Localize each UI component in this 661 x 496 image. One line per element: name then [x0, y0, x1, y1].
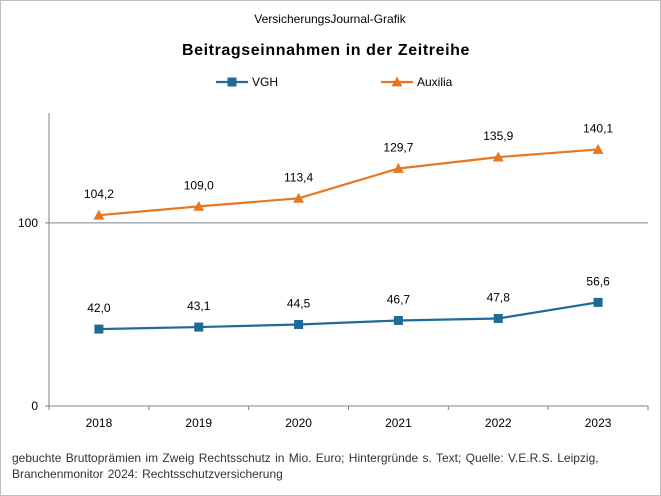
legend-item-auxilia: Auxilia — [381, 75, 453, 89]
data-point-vgh-2023 — [593, 297, 603, 307]
x-tick-label-2019: 2019 — [185, 416, 212, 430]
data-point-auxilia-2021 — [392, 162, 404, 173]
series-line-vgh — [98, 301, 599, 331]
data-point-vgh-2021 — [393, 315, 403, 325]
x-tick-label-2020: 2020 — [285, 416, 312, 430]
legend-label-vgh: VGH — [252, 75, 278, 89]
data-point-auxilia-2020 — [293, 192, 305, 203]
data-point-vgh-2022 — [493, 313, 503, 323]
series-line-auxilia — [98, 148, 599, 217]
data-point-vgh-2020 — [294, 320, 304, 330]
y-tick-label: 0 — [31, 399, 38, 413]
x-tick-label-2022: 2022 — [485, 416, 512, 430]
x-tick-label-2023: 2023 — [585, 416, 612, 430]
data-point-auxilia-2019 — [193, 200, 205, 211]
legend-marker-auxilia — [391, 76, 403, 87]
chart-title: Beitragseinnahmen in der Zeitreihe — [182, 42, 470, 59]
x-tick-label-2018: 2018 — [86, 416, 113, 430]
data-point-auxilia-2018 — [93, 209, 105, 220]
data-point-vgh-2019 — [194, 322, 204, 332]
legend-marker-vgh — [227, 77, 237, 87]
data-label-vgh-2023: 56,6 — [586, 274, 610, 288]
data-label-auxilia-2019: 109,0 — [184, 178, 214, 192]
data-label-vgh-2020: 44,5 — [287, 297, 311, 311]
data-label-vgh-2021: 46,7 — [387, 292, 411, 306]
series-vgh: 42,0 43,1 44,5 46,7 47,8 56,6 — [87, 274, 610, 334]
series-layer: 42,0 43,1 44,5 46,7 47,856,6104,2109,0113,41… — [84, 121, 613, 334]
data-label-auxilia-2022: 135,9 — [483, 129, 513, 143]
data-label-auxilia-2023: 140,1 — [583, 121, 613, 135]
axes: 0 100 2018 2019 2020 2021 2022 2023 — [18, 113, 649, 430]
data-label-vgh-2022: 47,8 — [487, 290, 511, 304]
data-label-auxilia-2018: 104,2 — [84, 187, 114, 201]
data-label-vgh-2019: 43,1 — [187, 299, 211, 313]
legend-label-auxilia: Auxilia — [417, 75, 453, 89]
data-label-vgh-2018: 42,0 — [87, 301, 111, 315]
data-point-auxilia-2023 — [592, 143, 604, 154]
y-tick-label: 100 — [18, 216, 38, 230]
chart-supertitle: VersicherungsJournal-Grafik — [254, 12, 406, 26]
legend: VGH Auxilia — [216, 75, 453, 89]
footnote: gebuchte Bruttoprämien im Zweig Rechtssc… — [12, 451, 599, 481]
data-label-auxilia-2021: 129,7 — [383, 140, 413, 154]
data-label-auxilia-2020: 113,4 — [284, 170, 313, 184]
x-tick-label-2021: 2021 — [385, 416, 412, 430]
data-point-auxilia-2022 — [492, 151, 504, 162]
legend-item-vgh: VGH — [216, 75, 278, 89]
data-point-vgh-2018 — [94, 324, 104, 334]
series-auxilia: 104,2 109,0 113,4 129,7 135,9 140,1 — [84, 121, 613, 220]
